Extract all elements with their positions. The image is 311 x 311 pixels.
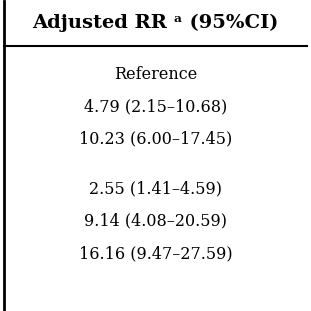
Text: Adjusted RR ᵃ (95%CI): Adjusted RR ᵃ (95%CI): [32, 14, 279, 32]
Text: 10.23 (6.00–17.45): 10.23 (6.00–17.45): [79, 131, 232, 148]
Text: 16.16 (9.47–27.59): 16.16 (9.47–27.59): [79, 245, 232, 262]
Text: 9.14 (4.08–20.59): 9.14 (4.08–20.59): [84, 212, 227, 230]
Text: Reference: Reference: [114, 66, 197, 83]
Text: 2.55 (1.41–4.59): 2.55 (1.41–4.59): [89, 180, 222, 197]
Text: 4.79 (2.15–10.68): 4.79 (2.15–10.68): [84, 99, 227, 115]
